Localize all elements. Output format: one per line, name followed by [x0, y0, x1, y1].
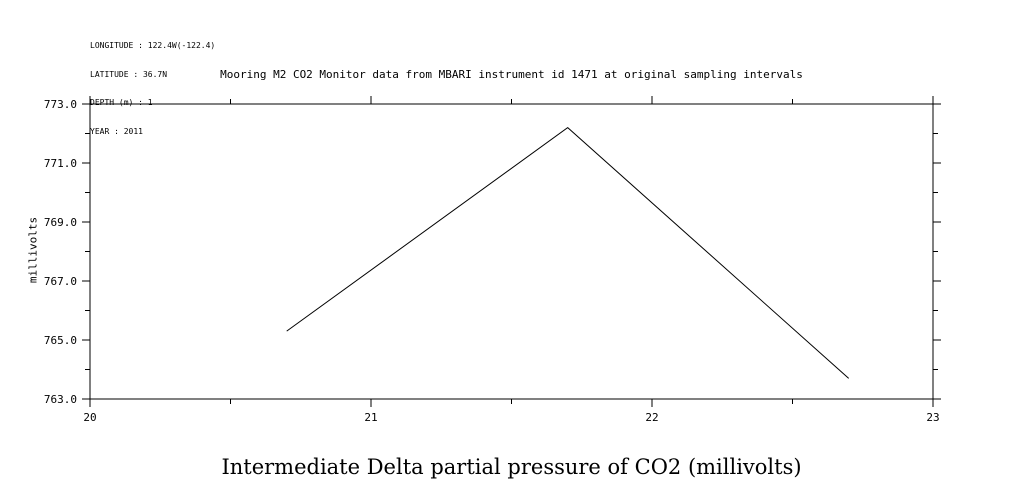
y-tick-label: 765.0: [44, 334, 77, 347]
x-tick-label: 22: [645, 411, 658, 424]
chart-title: Mooring M2 CO2 Monitor data from MBARI i…: [220, 68, 803, 81]
x-tick-label: 20: [83, 411, 96, 424]
y-tick-label: 771.0: [44, 157, 77, 170]
series-line: [286, 126, 850, 379]
plot-frame: [89, 103, 934, 400]
y-tick-label: 773.0: [44, 98, 77, 111]
y-tick-label: 769.0: [44, 216, 77, 229]
x-tick-label: 21: [364, 411, 377, 424]
y-tick-label: 763.0: [44, 393, 77, 406]
metadata-block: LONGITUDE : 122.4W(-122.4) LATITUDE : 36…: [90, 22, 215, 146]
x-tick-label: 23: [926, 411, 939, 424]
longitude-text: LONGITUDE : 122.4W(-122.4): [90, 41, 216, 50]
y-tick-label: 767.0: [44, 275, 77, 288]
x-axis-label: Intermediate Delta partial pressure of C…: [221, 455, 802, 479]
depth-text: DEPTH (m) : 1: [90, 98, 153, 107]
latitude-text: LATITUDE : 36.7N: [90, 69, 168, 79]
year-text: YEAR : 2011: [90, 126, 143, 136]
